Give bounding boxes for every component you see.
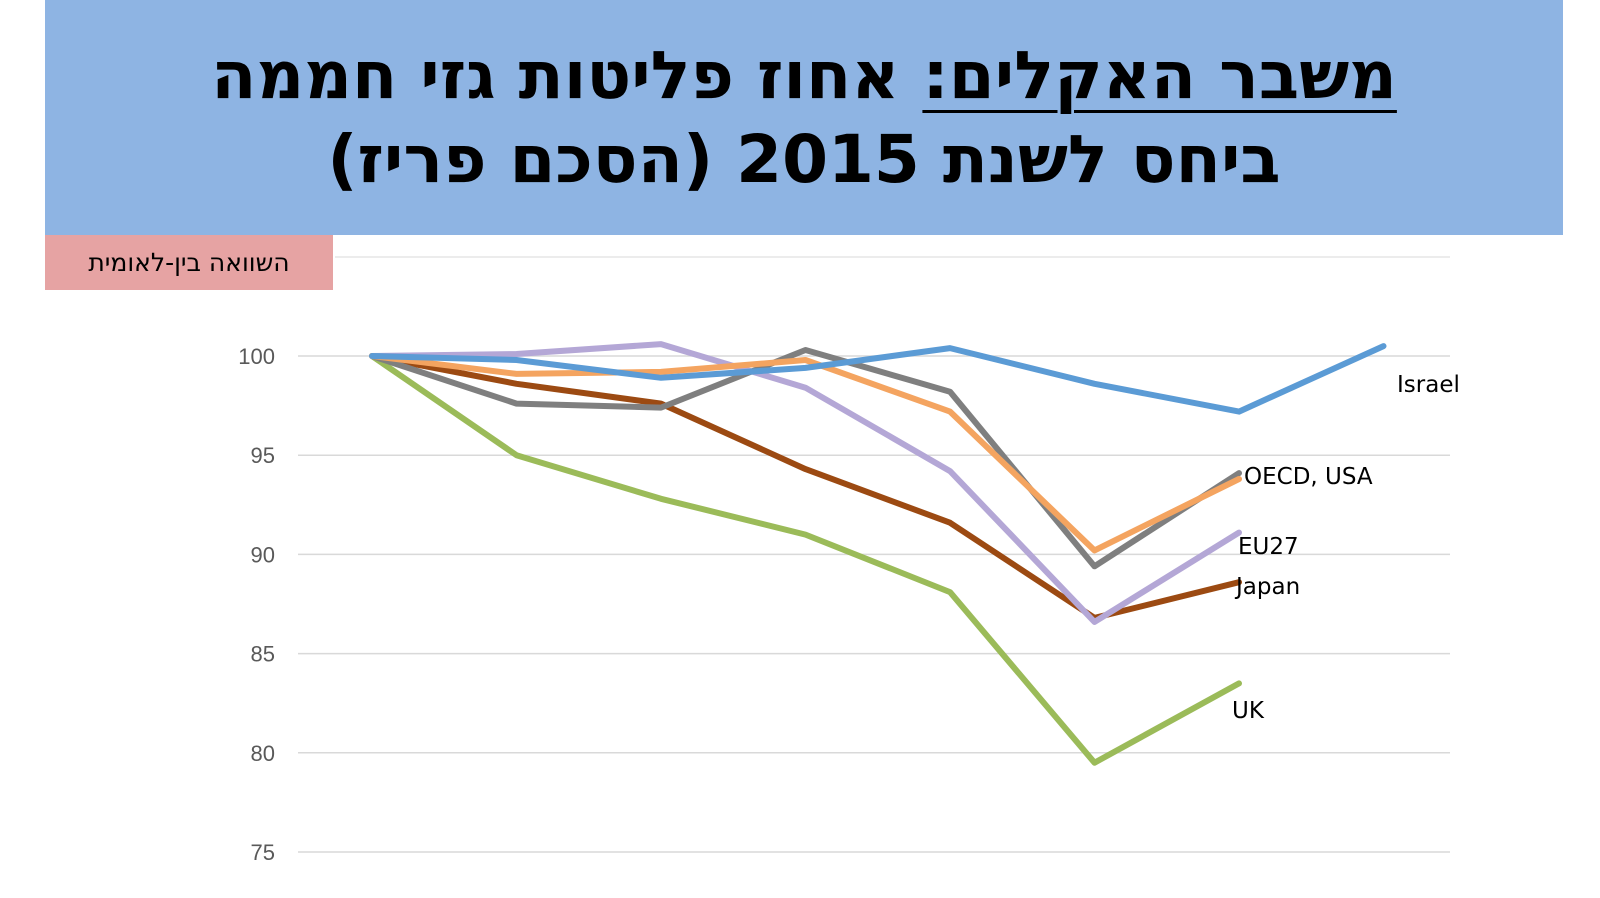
y-tick-label: 95 (251, 443, 275, 468)
title-line-2: ביחס לשנת 2015 (הסכם פריז) (327, 120, 1281, 198)
y-tick-label: 75 (251, 840, 275, 865)
series-line-eu27 (369, 341, 1242, 625)
series-label-eu27: EU27 (1238, 534, 1299, 560)
series-label-uk: UK (1232, 698, 1265, 724)
series-label-israel: Israel (1397, 372, 1460, 398)
series-line-israel (369, 343, 1387, 415)
title-rest-part: אחוז פליטות גזי חממה (211, 36, 923, 114)
title-underlined-part: משבר האקלים: (922, 36, 1397, 114)
y-tick-label: 90 (251, 542, 275, 567)
title-line-1: משבר האקלים: אחוז פליטות גזי חממה (211, 34, 1397, 118)
series-line-uk (369, 353, 1242, 766)
series-line-orange (369, 353, 1242, 554)
series-label-oecd-usa: OECD, USA (1244, 464, 1373, 490)
y-tick-label: 80 (251, 741, 275, 766)
series-labels: Israel OECD, USA EU27 Japan UK (1232, 372, 1460, 724)
series-line-oecd-usa (369, 347, 1242, 570)
subtitle-tag: השוואה בין-לאומית (45, 235, 333, 290)
series-line-japan (369, 353, 1242, 621)
grid-layer (298, 256, 1450, 853)
y-tick-label: 85 (251, 642, 275, 667)
title-banner: משבר האקלים: אחוז פליטות גזי חממה ביחס ל… (45, 0, 1563, 235)
series-label-japan: Japan (1234, 574, 1300, 600)
y-tick-label: 100 (238, 344, 275, 369)
y-axis-ticks: 100 95 90 85 80 75 (238, 344, 275, 865)
series-layer (369, 341, 1387, 766)
